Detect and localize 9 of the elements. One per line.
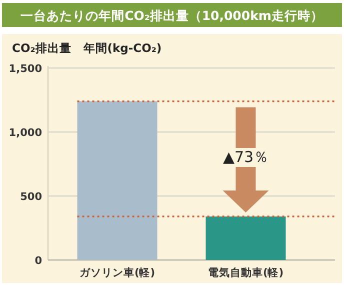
annotation: ▲73％ [222, 148, 269, 166]
y-axis-title: CO₂排出量 年間(kg-CO₂) [12, 41, 162, 55]
y-tick-label: 500 [20, 191, 42, 203]
x-tick-label: ガソリン車(軽) [79, 266, 156, 279]
x-tick-label: 電気自動車(軽) [208, 266, 284, 279]
y-tick-label: 0 [34, 255, 42, 267]
chart-title: 一台あたりの年間CO₂排出量（10,000km走行時） [20, 8, 324, 23]
y-tick-label: 1,000 [8, 127, 42, 139]
y-tick-label: 1,500 [8, 63, 42, 75]
